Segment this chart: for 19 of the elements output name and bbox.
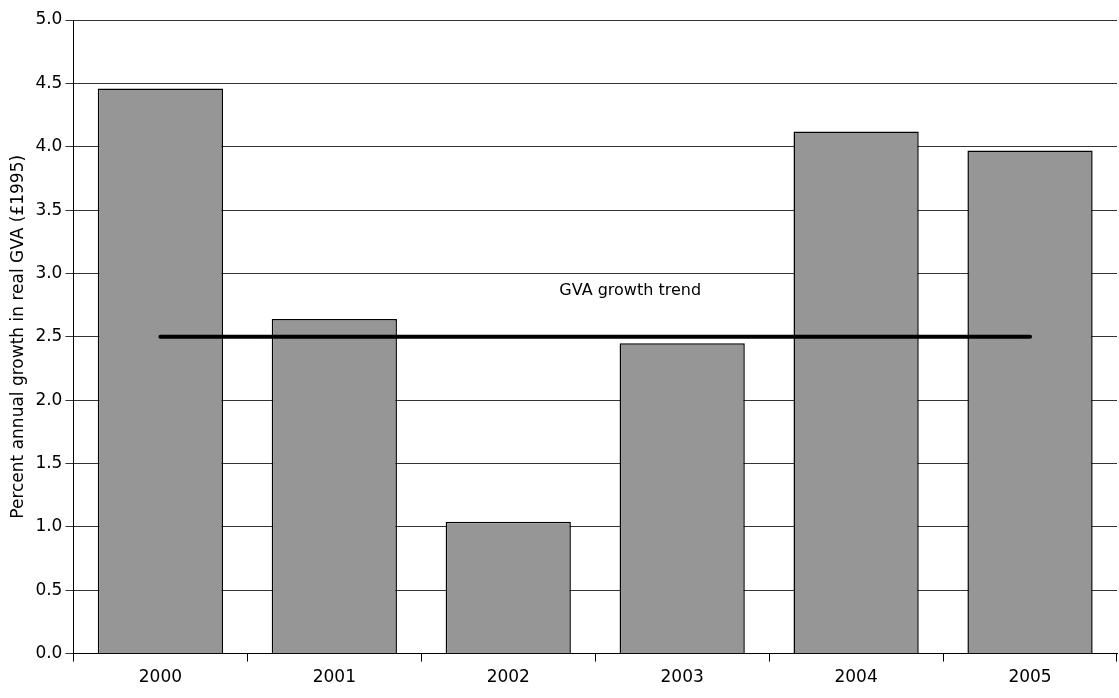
y-tick-label: 3.0 — [35, 261, 63, 282]
annotation: GVA growth trend — [559, 279, 702, 299]
x-tick-label: 2002 — [486, 666, 530, 687]
y-tick-label: 2.5 — [35, 325, 63, 346]
y-tick-label: 5.0 — [35, 8, 63, 29]
x-tick-label: 2005 — [1008, 666, 1052, 687]
y-tick-label: 0.0 — [35, 642, 63, 663]
y-tick-label: 3.5 — [35, 198, 63, 219]
x-tick-label: 2003 — [660, 666, 704, 687]
y-tick-label: 1.0 — [35, 515, 63, 536]
x-tick-label: 2001 — [312, 666, 356, 687]
y-axis-title: Percent annual growth in real GVA (£1995) — [6, 154, 27, 519]
x-tick-label: 2004 — [834, 666, 878, 687]
y-tick-label: 4.0 — [35, 135, 63, 156]
y-tick-label: 0.5 — [35, 578, 63, 599]
x-tick-label: 2000 — [138, 666, 183, 687]
y-tick-label: 2.0 — [35, 388, 63, 409]
y-tick-label: 1.5 — [35, 451, 63, 472]
y-tick-label: 4.5 — [35, 71, 63, 92]
